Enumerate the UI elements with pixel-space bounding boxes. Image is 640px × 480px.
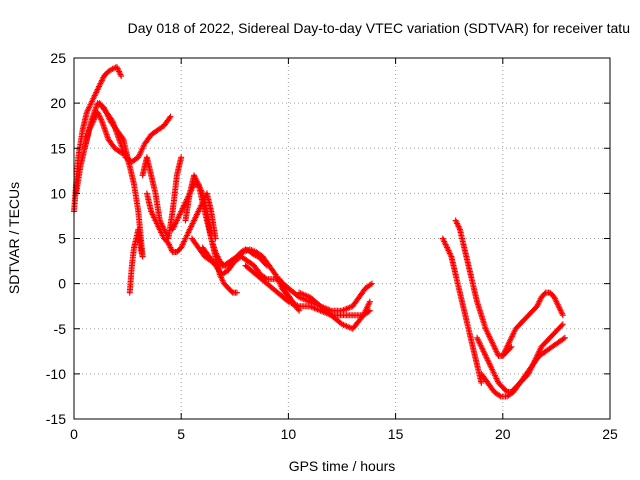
data-point: [558, 322, 565, 329]
data-point: [139, 253, 146, 260]
data-point: [118, 73, 125, 80]
y-tick-label: -15: [46, 411, 66, 427]
y-tick-label: 15: [50, 140, 66, 156]
data-point: [561, 334, 568, 341]
chart-title: Day 018 of 2022, Sidereal Day-to-day VTE…: [128, 20, 630, 36]
series-track-6: [139, 154, 185, 242]
y-tick-label: -5: [54, 321, 67, 337]
y-tick-label: 0: [58, 276, 66, 292]
data-point: [559, 312, 566, 319]
data-point: [367, 281, 374, 288]
y-tick-label: 10: [50, 185, 66, 201]
y-tick-label: 25: [50, 50, 66, 66]
series-track-18: [478, 334, 568, 400]
data-point: [233, 289, 240, 296]
data-point: [559, 321, 566, 328]
x-tick-label: 25: [602, 426, 618, 442]
data-point: [366, 298, 373, 305]
series-track-19: [499, 289, 566, 359]
series-track-15: [439, 235, 485, 386]
series-track-20: [482, 325, 515, 359]
series-track-14: [296, 280, 376, 314]
data-point: [109, 65, 116, 72]
data-point: [295, 306, 302, 313]
series-track-1: [71, 64, 125, 215]
series-track-13: [274, 276, 373, 332]
x-tick-label: 20: [495, 426, 511, 442]
series-track-4: [96, 100, 174, 165]
data-point: [478, 379, 485, 386]
y-tick-label: 20: [50, 95, 66, 111]
data-point: [507, 344, 514, 351]
x-tick-label: 0: [70, 426, 78, 442]
x-axis-label: GPS time / hours: [289, 458, 396, 474]
data-point: [496, 392, 503, 399]
x-tick-label: 5: [177, 426, 185, 442]
x-tick-label: 15: [388, 426, 404, 442]
data-point: [167, 113, 174, 120]
y-axis-label: SDTVAR / TECUs: [6, 182, 22, 294]
series-track-5: [126, 226, 146, 296]
data-point: [560, 335, 567, 342]
data-point: [369, 280, 376, 287]
data-point: [508, 343, 515, 350]
y-tick-label: -10: [46, 366, 66, 382]
y-tick-label: 5: [58, 231, 66, 247]
series-track-16: [452, 217, 489, 332]
tick-labels: 0 5 10 15 20 25 -15 -10 -5 0 5 10 15 20 25: [46, 50, 618, 442]
series-track-8: [169, 181, 240, 296]
data-point: [178, 154, 185, 161]
data-series: [71, 64, 568, 400]
x-tick-label: 10: [281, 426, 297, 442]
series-track-12: [242, 262, 373, 319]
axis-ticks: [73, 57, 611, 420]
data-point: [166, 114, 173, 121]
data-point: [213, 261, 220, 268]
grid-lines: [74, 58, 610, 419]
